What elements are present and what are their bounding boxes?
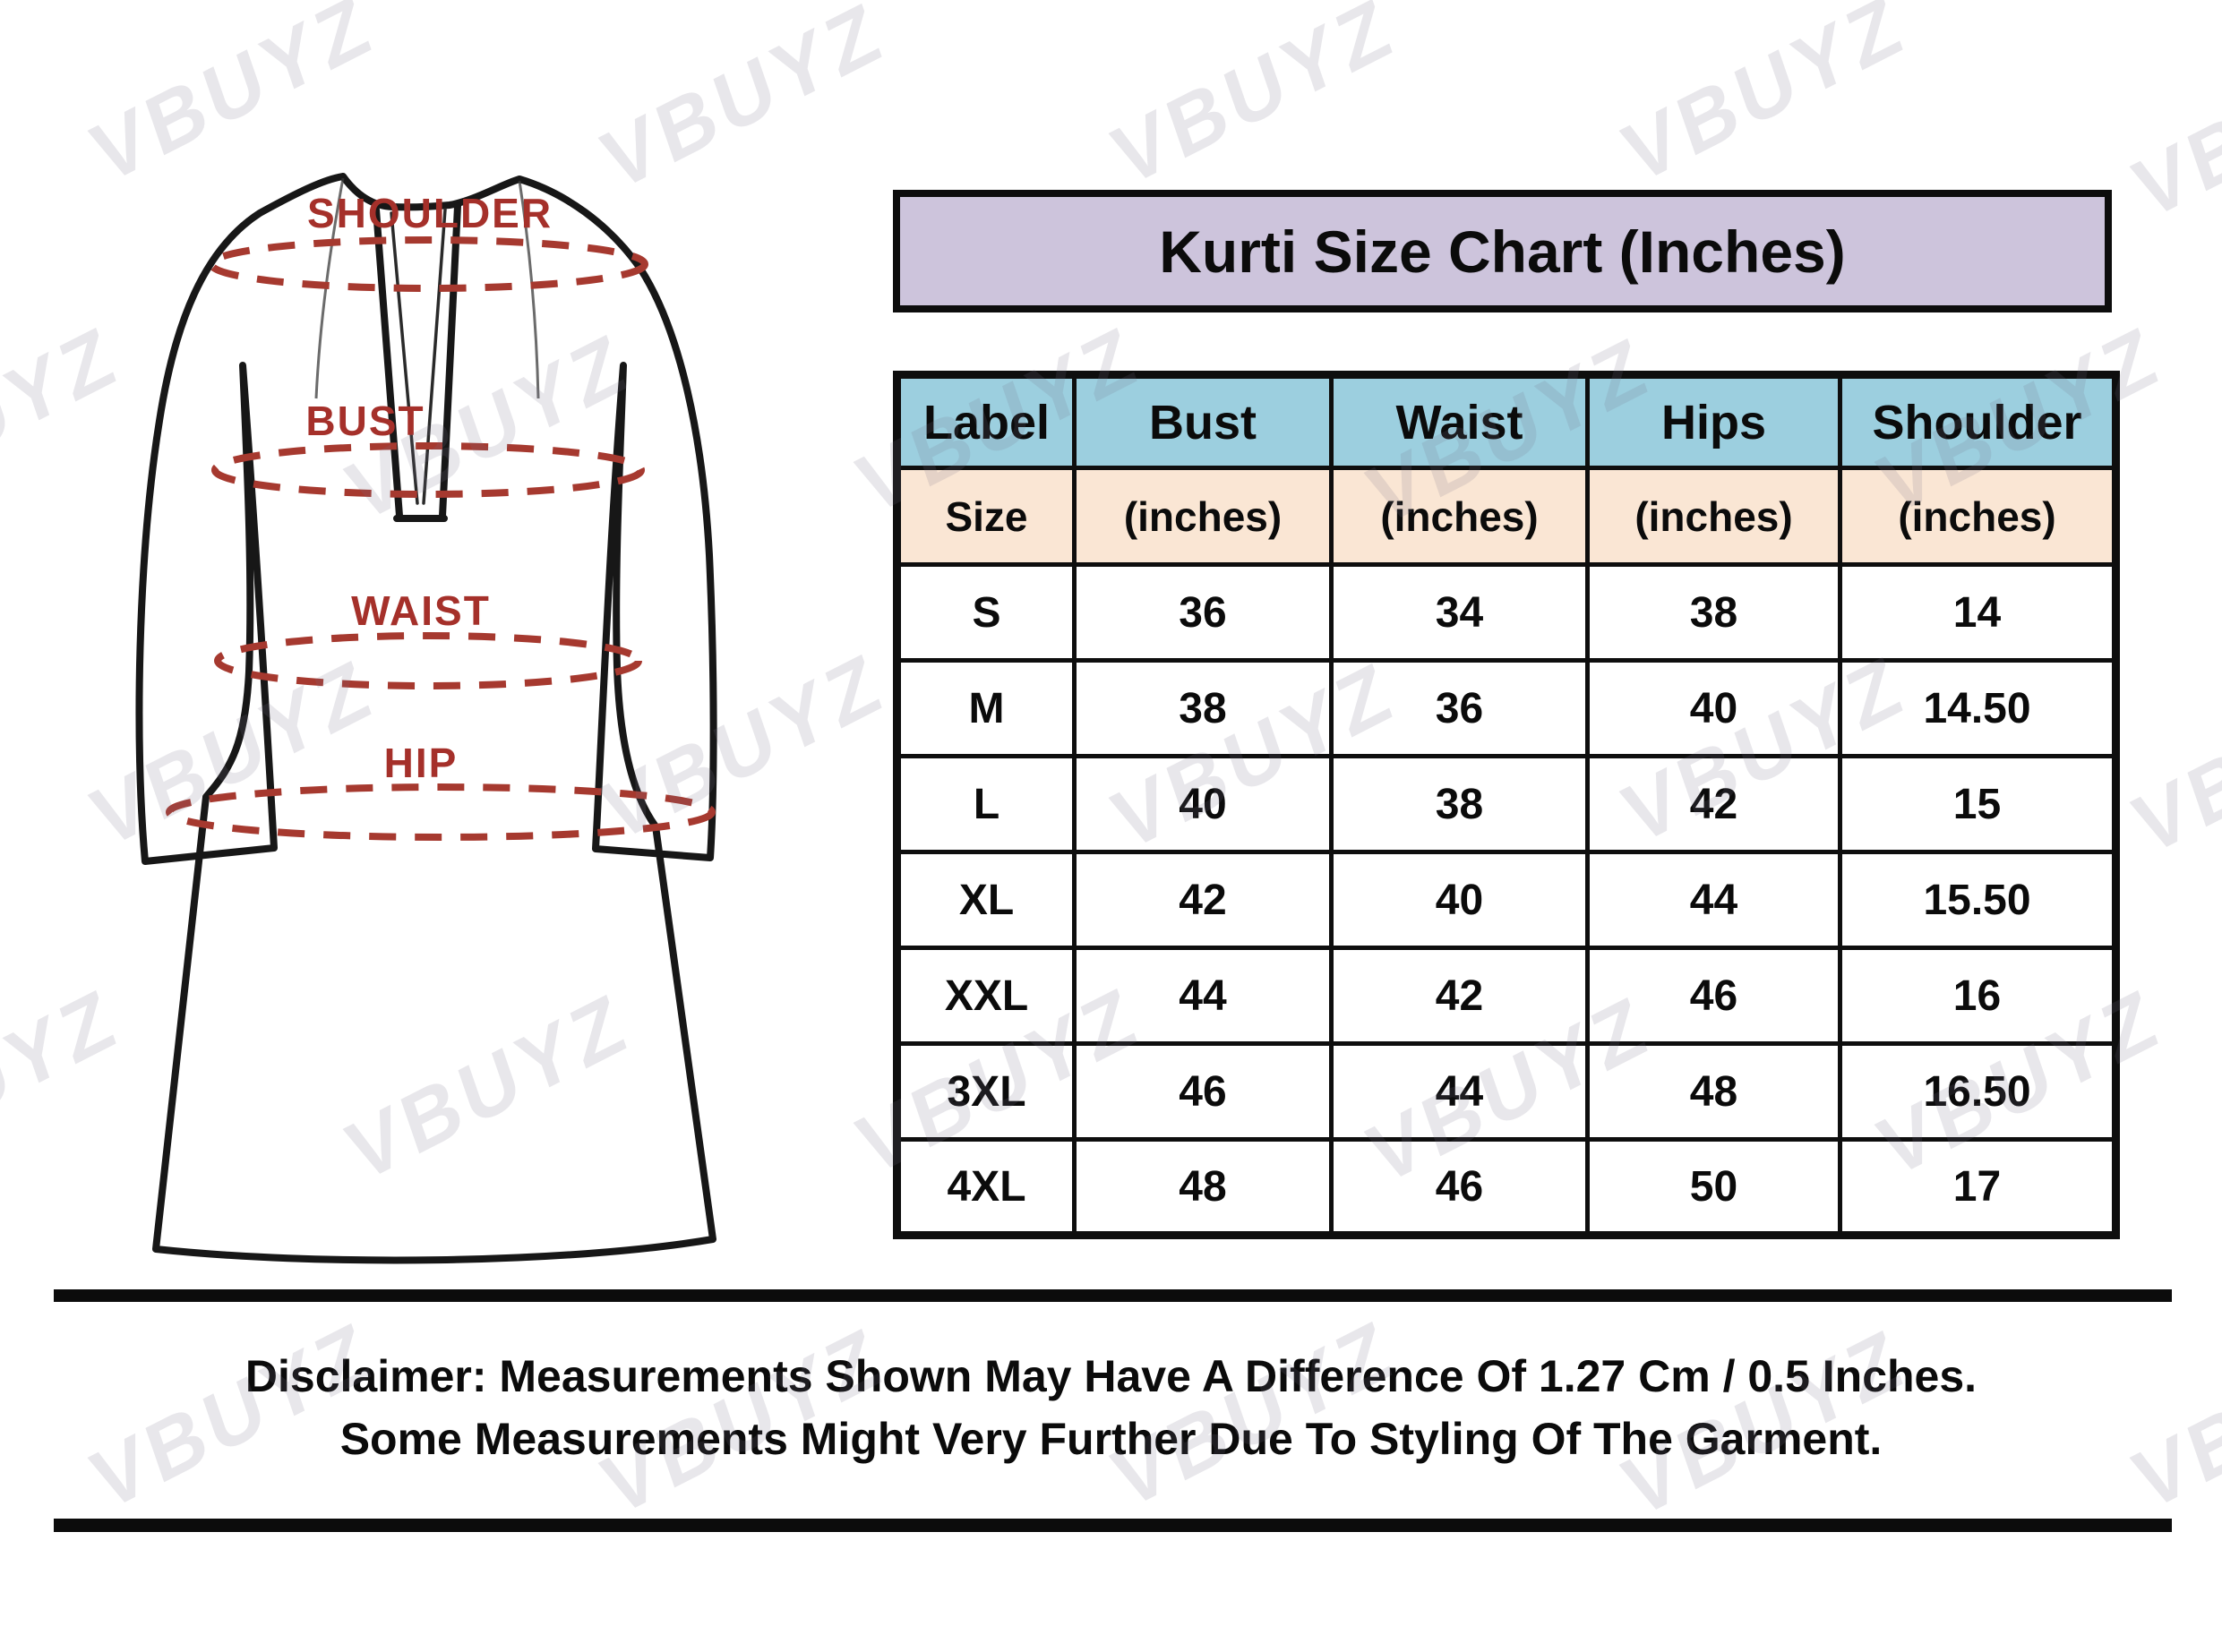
waist-measure-line xyxy=(214,632,642,689)
waist-cell: 42 xyxy=(1329,946,1590,1046)
waist-cell: 34 xyxy=(1329,562,1590,663)
hip-measure-line xyxy=(166,783,716,841)
bust-measure-line xyxy=(211,442,645,498)
col-header-shoulder: Shoulder xyxy=(1838,372,2118,470)
subheader-shoulder-units: (inches) xyxy=(1838,466,2118,567)
bust-cell: 44 xyxy=(1072,946,1334,1046)
watermark: VBUYZ xyxy=(0,970,129,1196)
bust-cell: 46 xyxy=(1072,1041,1334,1142)
disclaimer-line-2: Some Measurements Might Very Further Due… xyxy=(339,1414,1883,1464)
table-row-m: M 38 36 40 14.50 xyxy=(895,658,2118,758)
watermark: VBUYZ xyxy=(2123,12,2222,238)
subheader-size: Size xyxy=(895,466,1077,567)
col-header-label: Label xyxy=(895,372,1077,470)
subheader-waist-units: (inches) xyxy=(1329,466,1590,567)
bust-cell: 38 xyxy=(1072,658,1334,758)
watermark: VBUYZ xyxy=(0,307,129,534)
hips-cell: 46 xyxy=(1585,946,1842,1046)
divider-line-top xyxy=(54,1289,2172,1302)
watermark: VBUYZ xyxy=(1102,0,1405,205)
shoulder-measure-line xyxy=(208,236,648,292)
neck-slit xyxy=(373,202,461,522)
table-subheader-row: Size (inches) (inches) (inches) (inches) xyxy=(895,466,2118,567)
size-table: Label Bust Waist Hips Shoulder Size (inc… xyxy=(893,371,2120,1239)
size-cell: M xyxy=(895,658,1077,758)
shoulder-cell: 14.50 xyxy=(1838,658,2118,758)
waist-cell: 44 xyxy=(1329,1041,1590,1142)
table-row-xxl: XXL 44 42 46 16 xyxy=(895,946,2118,1046)
hips-cell: 40 xyxy=(1585,658,1842,758)
hips-cell: 38 xyxy=(1585,562,1842,663)
hips-cell: 48 xyxy=(1585,1041,1842,1142)
disclaimer-line-1: Disclaimer: Measurements Shown May Have … xyxy=(245,1351,1977,1401)
table-row-3xl: 3XL 46 44 48 16.50 xyxy=(895,1041,2118,1142)
table-row-4xl: 4XL 48 46 50 17 xyxy=(895,1137,2118,1237)
table-header-row: Label Bust Waist Hips Shoulder xyxy=(895,372,2118,470)
waist-cell: 38 xyxy=(1329,754,1590,854)
subheader-bust-units: (inches) xyxy=(1072,466,1334,567)
disclaimer: Disclaimer: Measurements Shown May Have … xyxy=(0,1345,2222,1470)
subheader-hips-units: (inches) xyxy=(1585,466,1842,567)
col-header-hips: Hips xyxy=(1585,372,1842,470)
shoulder-cell: 14 xyxy=(1838,562,2118,663)
chart-title-box: Kurti Size Chart (Inches) xyxy=(893,190,2112,312)
table-row-l: L 40 38 42 15 xyxy=(895,754,2118,854)
shoulder-cell: 16.50 xyxy=(1838,1041,2118,1142)
page-title: Kurti Size Chart (Inches) xyxy=(1159,218,1846,285)
table-row-xl: XL 42 40 44 15.50 xyxy=(895,850,2118,950)
bust-cell: 48 xyxy=(1072,1137,1334,1237)
watermark: VBUYZ xyxy=(2123,647,2222,874)
shoulder-cell: 16 xyxy=(1838,946,2118,1046)
bust-cell: 36 xyxy=(1072,562,1334,663)
size-cell: S xyxy=(895,562,1077,663)
bust-cell: 42 xyxy=(1072,850,1334,950)
table-row-s: S 36 34 38 14 xyxy=(895,562,2118,663)
col-header-bust: Bust xyxy=(1072,372,1334,470)
waist-label: WAIST xyxy=(351,587,491,634)
shoulder-label: SHOULDER xyxy=(307,190,553,236)
hips-cell: 42 xyxy=(1585,754,1842,854)
waist-cell: 36 xyxy=(1329,658,1590,758)
waist-cell: 46 xyxy=(1329,1137,1590,1237)
neck-slit-inner xyxy=(390,208,447,505)
hips-cell: 50 xyxy=(1585,1137,1842,1237)
kurti-diagram: SHOULDER BUST WAIST HIP xyxy=(135,173,717,1264)
bust-cell: 40 xyxy=(1072,754,1334,854)
size-cell: XXL xyxy=(895,946,1077,1046)
kurti-outline xyxy=(135,173,717,1264)
waist-cell: 40 xyxy=(1329,850,1590,950)
col-header-waist: Waist xyxy=(1329,372,1590,470)
hip-label: HIP xyxy=(384,740,459,786)
shoulder-cell: 15 xyxy=(1838,754,2118,854)
size-cell: 4XL xyxy=(895,1137,1077,1237)
watermark: VBUYZ xyxy=(1612,0,1916,202)
size-cell: L xyxy=(895,754,1077,854)
divider-line-bottom xyxy=(54,1519,2172,1532)
size-cell: XL xyxy=(895,850,1077,950)
bust-label: BUST xyxy=(305,398,425,444)
size-cell: 3XL xyxy=(895,1041,1077,1142)
shoulder-cell: 15.50 xyxy=(1838,850,2118,950)
shoulder-cell: 17 xyxy=(1838,1137,2118,1237)
hips-cell: 44 xyxy=(1585,850,1842,950)
